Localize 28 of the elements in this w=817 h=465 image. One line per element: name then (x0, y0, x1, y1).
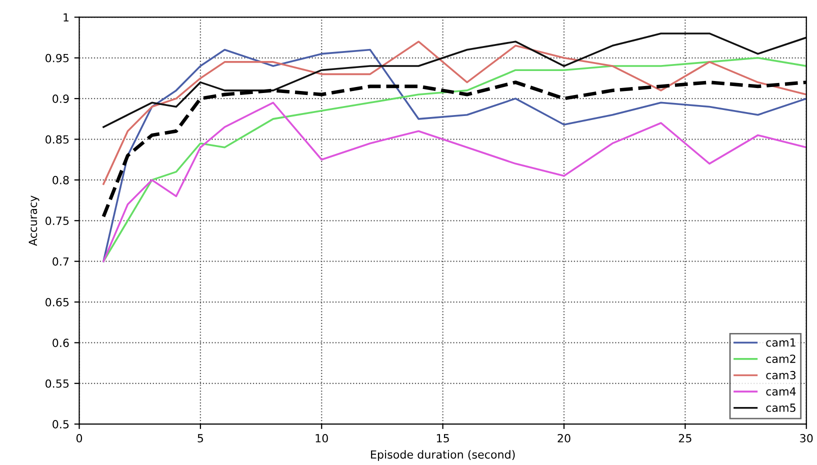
legend-label: cam3 (766, 370, 796, 380)
y-tick-label: 0.55 (46, 379, 69, 388)
legend-label: cam1 (766, 338, 796, 347)
y-tick-label: 0.95 (46, 54, 69, 62)
legend-label: cam4 (766, 387, 796, 396)
y-tick-label: 0.75 (46, 216, 69, 226)
legend-label: cam5 (766, 404, 796, 412)
y-axis-title: Accuracy (28, 196, 40, 246)
y-tick-label: 0.85 (46, 135, 69, 144)
x-tick-label: 25 (678, 434, 692, 442)
line-series (102, 40, 806, 185)
x-tick-label: 20 (558, 434, 570, 442)
x-tick-label: 10 (316, 434, 328, 442)
legend-label: cam2 (766, 354, 796, 363)
y-tick-label: 0.5 (52, 420, 69, 428)
y-tick-label: 0.7 (52, 257, 69, 266)
x-axis-title: Episode duration (second) (371, 450, 515, 461)
x-tick-label: 30 (800, 434, 813, 442)
y-tick-label: 1 (64, 13, 68, 22)
line-series (102, 32, 806, 128)
x-tick-label: 0 (76, 434, 82, 442)
x-tick-label: 15 (436, 434, 449, 442)
y-tick-label: 0.65 (46, 298, 69, 306)
x-tick-label: 5 (198, 434, 203, 442)
line-series (102, 102, 806, 262)
y-tick-label: 0.9 (52, 94, 69, 103)
y-tick-label: 0.6 (52, 338, 69, 348)
y-tick-label: 0.8 (52, 176, 69, 184)
